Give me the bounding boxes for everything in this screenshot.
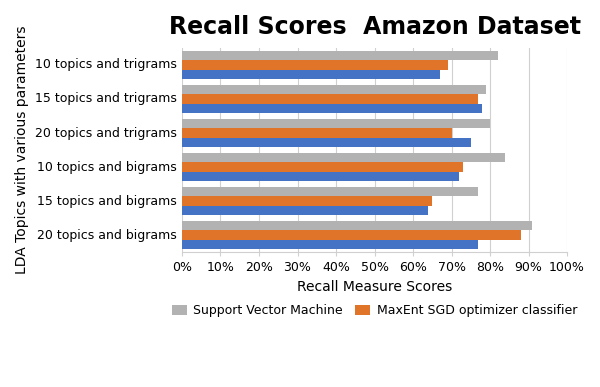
Bar: [182, 85, 486, 94]
Bar: [182, 206, 428, 216]
Bar: [182, 172, 459, 182]
Bar: [182, 230, 521, 240]
Legend: Support Vector Machine, MaxEnt SGD optimizer classifier: Support Vector Machine, MaxEnt SGD optim…: [167, 299, 582, 322]
Bar: [182, 153, 505, 162]
Bar: [182, 51, 498, 60]
Bar: [182, 119, 490, 128]
Title: Recall Scores  Amazon Dataset: Recall Scores Amazon Dataset: [169, 15, 581, 39]
Bar: [182, 70, 440, 79]
Bar: [182, 240, 478, 250]
Bar: [182, 187, 478, 196]
Bar: [182, 162, 463, 172]
Bar: [182, 94, 478, 104]
Bar: [182, 138, 471, 147]
Bar: [182, 60, 448, 70]
Bar: [182, 104, 482, 113]
Bar: [182, 128, 452, 138]
X-axis label: Recall Measure Scores: Recall Measure Scores: [297, 280, 452, 294]
Bar: [182, 196, 432, 206]
Y-axis label: LDA Topics with various parameters: LDA Topics with various parameters: [15, 26, 29, 274]
Bar: [182, 221, 532, 230]
